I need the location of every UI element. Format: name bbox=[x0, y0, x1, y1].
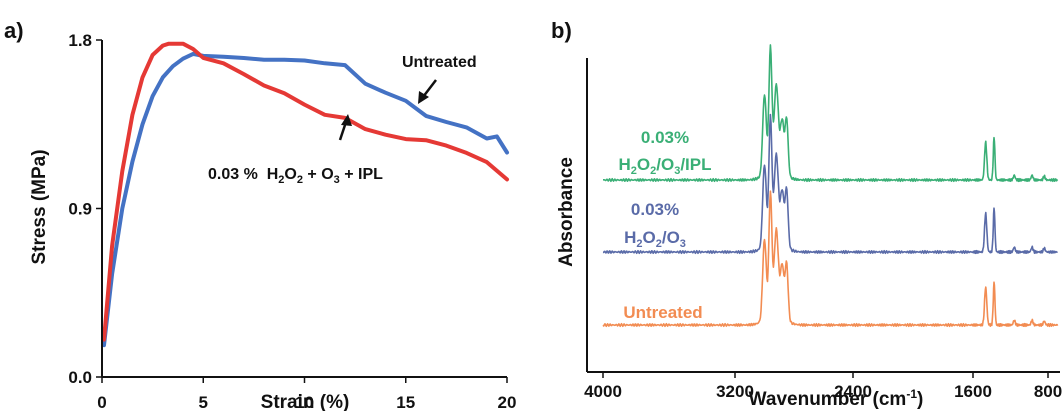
panel-a-label: a) bbox=[4, 18, 24, 43]
panel-b-spectrum-h2o2-o3-ipl bbox=[602, 44, 1059, 183]
panel-a-y-tick-label: 1.8 bbox=[68, 31, 92, 50]
panel-b-x-tick-label: 800 bbox=[1034, 382, 1062, 401]
panel-a-x-tick-label: 20 bbox=[498, 393, 517, 411]
panel-b-series-label-line2: H2O2/O3 bbox=[624, 228, 686, 250]
panel-b-series-label-line1: 0.03% bbox=[631, 200, 679, 219]
panel-b-series-label-line2: H2O2/O3/IPL bbox=[618, 155, 711, 177]
panel-a-x-tick-label: 10 bbox=[295, 393, 314, 411]
panel-a-y-axis-title: Stress (MPa) bbox=[29, 149, 50, 264]
panel-a-series-line-treated bbox=[102, 41, 509, 342]
panel-a-x-tick-label: 0 bbox=[97, 393, 106, 411]
panel-b-ticks: 4000 3200 2400 1600 800 bbox=[584, 372, 1062, 401]
panel-b-series bbox=[602, 44, 1059, 328]
panel-a-series-line-untreated bbox=[102, 51, 509, 348]
treated-arrow-head bbox=[341, 114, 352, 126]
panel-b-series-labels: 0.03% H2O2/O3/IPL 0.03% H2O2/O3 Untreated bbox=[618, 128, 711, 322]
panel-a-x-tick-label: 5 bbox=[199, 393, 208, 411]
panel-b-spectrum-h2o2-o3 bbox=[602, 113, 1058, 255]
panel-a-x-tick-label: 15 bbox=[396, 393, 415, 411]
untreated-arrow-shaft bbox=[422, 79, 437, 98]
panel-a-x-axis-title: Strain (%) bbox=[261, 392, 350, 411]
panel-a-y-tick-label: 0.9 bbox=[68, 200, 92, 219]
panel-b: b) Absorbance Wavenumber (cm-1) 4000 3200… bbox=[551, 18, 1062, 410]
panel-b-series-label-line1: Untreated bbox=[623, 303, 702, 322]
panel-b-label: b) bbox=[551, 18, 572, 43]
panel-a: a) Stress (MPa) Strain (%) 0 5 10 15 20 0.0 0.… bbox=[4, 18, 516, 411]
panel-b-series-label-line1: 0.03% bbox=[641, 128, 689, 147]
panel-a-ticks: 0 5 10 15 20 0.0 0.9 1.8 bbox=[68, 31, 516, 411]
panel-b-x-tick-label: 3200 bbox=[716, 382, 754, 401]
panel-b-y-axis-title: Absorbance bbox=[556, 157, 577, 267]
panel-b-x-tick-label: 1600 bbox=[954, 382, 992, 401]
panel-a-series bbox=[102, 41, 509, 348]
untreated-arrow-head bbox=[418, 91, 429, 104]
treated-annotation: 0.03 % H2O2 + O3 + IPL bbox=[208, 166, 383, 186]
panel-a-y-tick-label: 0.0 bbox=[68, 368, 92, 387]
panel-b-spectrum-untreated bbox=[602, 190, 1059, 328]
untreated-annotation: Untreated bbox=[402, 54, 477, 71]
panel-b-x-tick-label: 2400 bbox=[834, 382, 872, 401]
panel-b-x-tick-label: 4000 bbox=[584, 382, 622, 401]
panel-b-x-axis-title: Wavenumber (cm-1) bbox=[749, 387, 924, 410]
